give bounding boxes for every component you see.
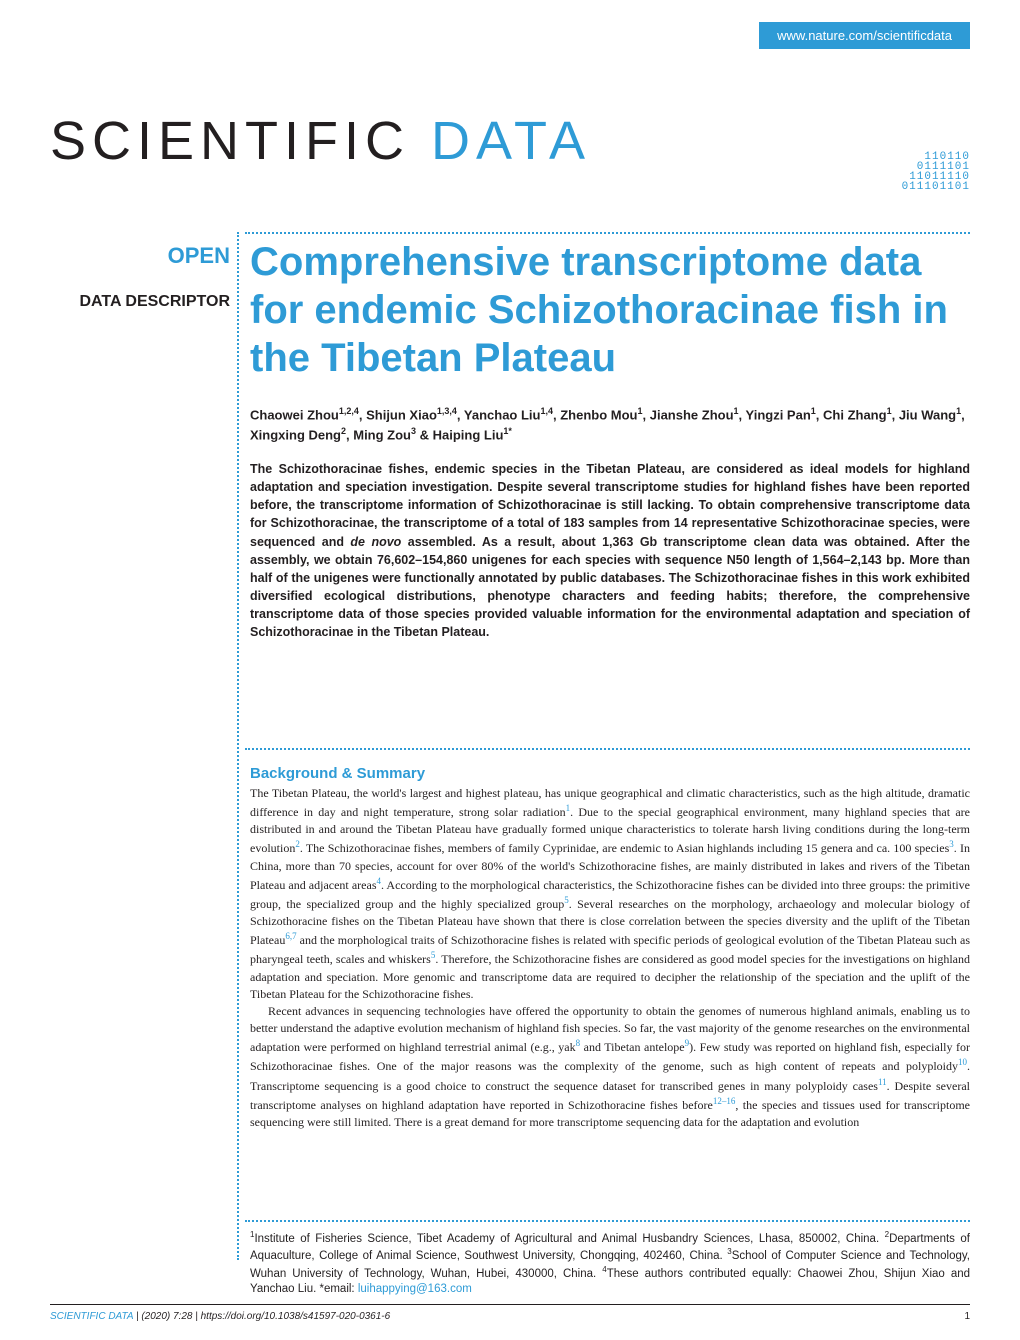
body-text: The Tibetan Plateau, the world's largest… bbox=[250, 785, 970, 1131]
footer-journal-name: SCIENTIFIC DATA bbox=[50, 1311, 133, 1322]
journal-logo: SCIENTIFIC DATA 110110 0111101 11011110 … bbox=[50, 110, 970, 193]
footer-page-number: 1 bbox=[964, 1311, 970, 1322]
logo-binary-icon: 110110 0111101 11011110 011101101 bbox=[902, 153, 970, 193]
divider-bottom bbox=[245, 1220, 970, 1222]
open-access-label: OPEN bbox=[50, 243, 230, 269]
logo-data: DATA bbox=[410, 111, 591, 171]
divider-vertical bbox=[237, 232, 239, 1260]
abstract-text: The Schizothoracinae fishes, endemic spe… bbox=[250, 460, 970, 641]
affiliations: 1Institute of Fisheries Science, Tibet A… bbox=[250, 1230, 970, 1298]
logo-scientific: SCIENTIFIC bbox=[50, 111, 410, 171]
footer-citation-text: | (2020) 7:28 | https://doi.org/10.1038/… bbox=[136, 1311, 390, 1322]
divider-top bbox=[245, 232, 970, 234]
paragraph-2: Recent advances in sequencing technologi… bbox=[250, 1003, 970, 1131]
article-type-label: DATA DESCRIPTOR bbox=[50, 293, 230, 311]
article-title: Comprehensive transcriptome data for end… bbox=[250, 238, 970, 382]
divider-middle bbox=[245, 748, 970, 750]
logo-text: SCIENTIFIC DATA bbox=[50, 110, 591, 172]
author-list: Chaowei Zhou1,2,4, Shijun Xiao1,3,4, Yan… bbox=[250, 405, 970, 445]
page-footer: SCIENTIFIC DATA | (2020) 7:28 | https://… bbox=[50, 1304, 970, 1322]
header-url[interactable]: www.nature.com/scientificdata bbox=[759, 22, 970, 49]
footer-citation: SCIENTIFIC DATA | (2020) 7:28 | https://… bbox=[50, 1311, 390, 1322]
section-heading: Background & Summary bbox=[250, 765, 425, 782]
paragraph-1: The Tibetan Plateau, the world's largest… bbox=[250, 785, 970, 1003]
